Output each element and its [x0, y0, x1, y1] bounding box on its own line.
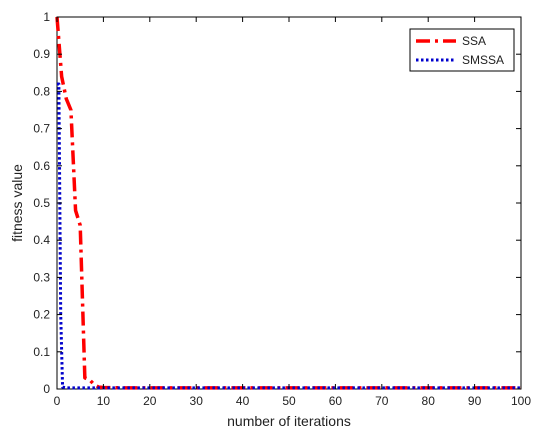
y-tick-label: 0.4	[33, 233, 50, 247]
y-tick-label: 0	[43, 382, 50, 396]
y-tick-label: 0.6	[33, 159, 50, 173]
x-tick-label: 70	[375, 394, 389, 408]
x-tick-label: 20	[143, 394, 157, 408]
x-tick-label: 60	[329, 394, 343, 408]
y-tick-label: 0.1	[33, 345, 50, 359]
x-tick-label: 0	[54, 394, 61, 408]
y-tick-label: 0.8	[33, 84, 50, 98]
x-tick-label: 90	[468, 394, 482, 408]
ticks-layer: 0 10 20 30 40 50 60 70 80 90 100 0 0.1 0.2 0.3 0.4 0.5 0.…	[33, 10, 531, 408]
legend-label-ssa: SSA	[462, 34, 486, 48]
y-tick-label: 0.3	[33, 270, 50, 284]
plot-area	[56, 16, 522, 390]
y-tick-label: 0.9	[33, 47, 50, 61]
x-tick-label: 40	[236, 394, 250, 408]
y-tick-label: 0.2	[33, 308, 50, 322]
legend: SSA SMSSA	[409, 28, 515, 72]
legend-label-smssa: SMSSA	[462, 53, 504, 67]
series-line-smssa	[57, 82, 521, 390]
x-tick-label: 100	[511, 394, 531, 408]
plot-frame	[56, 16, 522, 390]
x-tick-label: 10	[97, 394, 111, 408]
x-tick-label: 30	[190, 394, 204, 408]
y-tick-label: 0.5	[33, 196, 50, 210]
x-tick-label: 80	[422, 394, 436, 408]
y-tick-label: 0.7	[33, 122, 50, 136]
legend-box	[409, 28, 515, 72]
y-tick-label: 1	[43, 10, 50, 24]
x-axis-label: number of iterations	[227, 413, 351, 429]
y-axis-label: fitness value	[9, 164, 25, 242]
x-tick-label: 50	[282, 394, 296, 408]
